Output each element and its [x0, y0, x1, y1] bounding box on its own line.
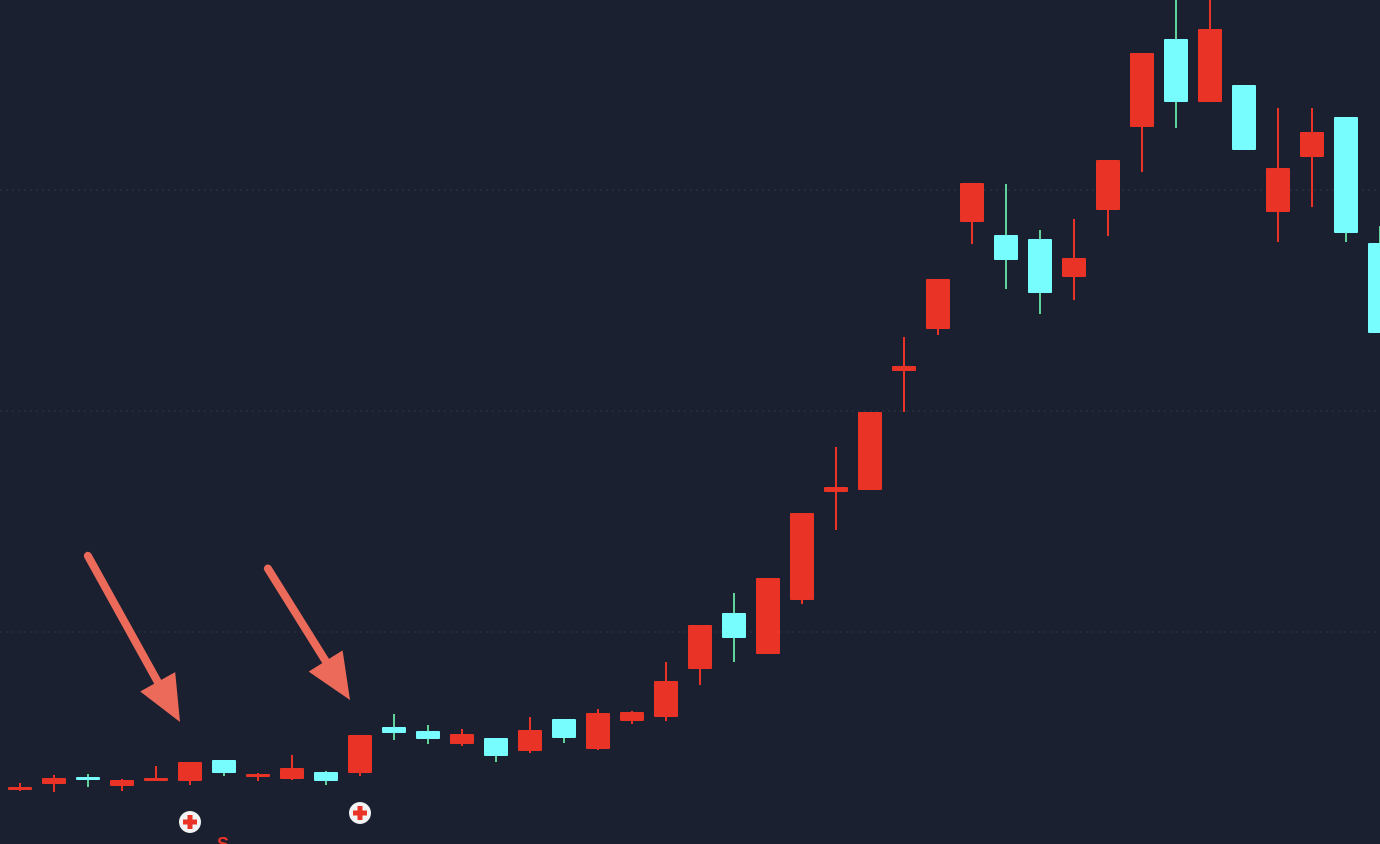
candle-body-up: [926, 279, 950, 329]
candle-body-down: [994, 235, 1018, 260]
candle-body-down: [552, 719, 576, 738]
candle-body-down: [382, 727, 406, 733]
candle-body-up: [756, 578, 780, 654]
candle-body-down: [314, 772, 338, 781]
candle-body-down: [1334, 117, 1358, 233]
candle-body-down: [416, 731, 440, 739]
candle-body-up: [280, 768, 304, 779]
candle-body-up: [518, 730, 542, 751]
annotation-arrow-shaft: [263, 564, 330, 665]
candle-body-up: [892, 366, 916, 371]
candle-body-up: [1300, 132, 1324, 157]
candle-body-down: [484, 738, 508, 756]
candle-body-up: [586, 713, 610, 749]
annotation-arrow-head: [140, 672, 180, 722]
candle-body-up: [1198, 29, 1222, 102]
candle-body-up: [688, 625, 712, 669]
candle-body-down: [722, 613, 746, 638]
candle-body-up: [8, 787, 32, 790]
candle-body-up: [110, 780, 134, 786]
candle-body-up: [654, 681, 678, 717]
cross-marker-bar: [357, 806, 363, 820]
candle-body-up: [858, 412, 882, 490]
candle-body-down: [1232, 85, 1256, 150]
candle-body-down: [1028, 239, 1052, 293]
candle-body-up: [348, 735, 372, 773]
candle-body-up: [790, 513, 814, 600]
annotation-arrow-head: [308, 650, 350, 700]
candle-body-down: [212, 760, 236, 773]
candle-body-up: [1062, 258, 1086, 277]
candle-body-up: [1130, 53, 1154, 127]
cross-marker-bar: [187, 815, 193, 829]
candle-body-up: [450, 734, 474, 744]
candle-body-down: [76, 777, 100, 780]
candle-body-up: [42, 778, 66, 784]
candle-body-up: [1096, 160, 1120, 210]
candle-body-up: [620, 712, 644, 721]
candle-body-up: [178, 762, 202, 781]
candle-body-up: [246, 774, 270, 777]
candle-body-down: [1164, 39, 1188, 102]
candle-body-up: [824, 487, 848, 492]
candle-body-up: [960, 183, 984, 222]
signal-label: S: [217, 834, 229, 844]
annotation-arrow-shaft: [83, 551, 162, 686]
candle-body-up: [144, 778, 168, 781]
candle-body-up: [1266, 168, 1290, 212]
candle-body-down: [1368, 243, 1380, 333]
